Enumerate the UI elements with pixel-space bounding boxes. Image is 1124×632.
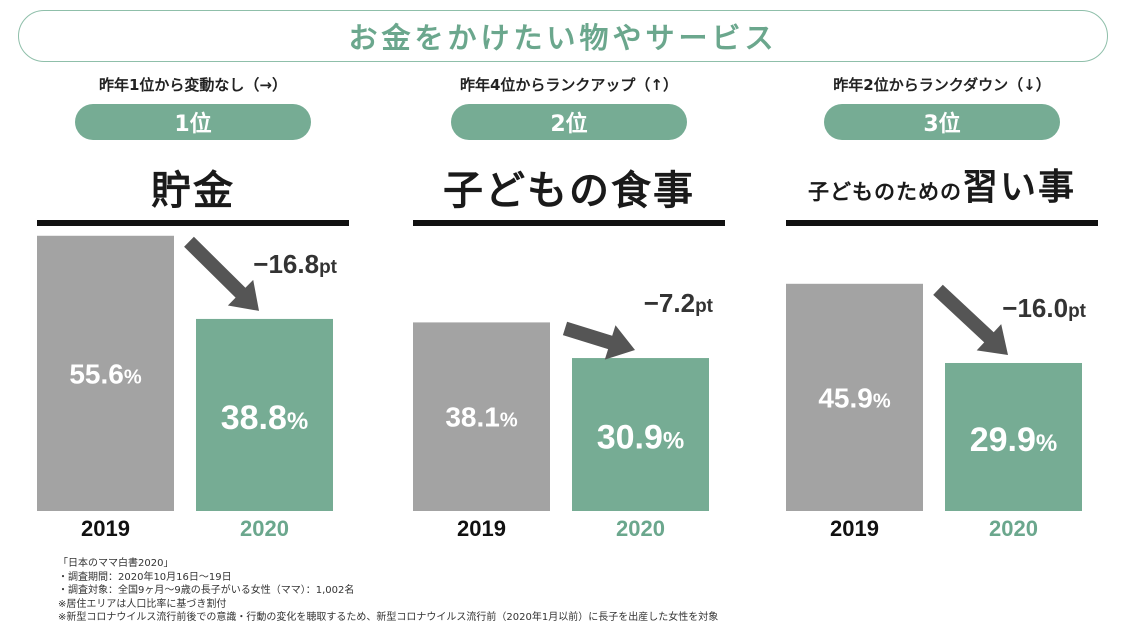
rank-change-note: 昨年2位からランクダウン（↓） <box>833 76 1051 94</box>
divider <box>37 220 349 226</box>
survey-notes: 「日本のママ白書2020」 ・調査期間：2020年10月16日～19日 ・調査対… <box>58 557 718 625</box>
year-label-2020: 2020 <box>616 516 665 541</box>
rank-change-note: 昨年4位からランクアップ（↑） <box>459 76 678 94</box>
decrease-arrow-icon <box>933 284 1008 355</box>
year-label-2019: 2019 <box>81 516 130 541</box>
bar-2019 <box>37 235 174 511</box>
data-label-2019: 55.6% <box>69 358 142 389</box>
data-label-2019: 38.1% <box>445 402 518 433</box>
bar-2020 <box>572 358 709 511</box>
item-name-large: 貯金 <box>151 168 235 214</box>
year-label-2019: 2019 <box>830 516 879 541</box>
rank-change-note: 昨年1位から変動なし（→） <box>98 76 287 94</box>
decrease-arrow-icon <box>184 236 259 311</box>
data-label-2020: 30.9% <box>597 419 685 457</box>
item-name: 子どものための習い事 <box>786 158 1098 210</box>
year-label-2019: 2019 <box>457 516 506 541</box>
note-line: ※新型コロナウイルス流行前後での意識・行動の変化を聴取するため、新型コロナウイル… <box>58 612 719 624</box>
data-label-2020: 38.8% <box>221 399 309 437</box>
bar-2019 <box>413 322 550 511</box>
bar-2019 <box>786 283 923 511</box>
item-name: 子どもの食事 <box>413 158 725 216</box>
note-line: ※居住エリアは人口比率に基づき割付 <box>58 598 227 610</box>
delta-annotation: −16.0pt <box>1002 293 1086 323</box>
rank-badge: 2位 <box>451 104 687 140</box>
page-title: お金をかけたい物やサービス <box>18 10 1108 62</box>
bar-2020 <box>196 318 333 511</box>
delta-annotation: −16.8pt <box>253 249 337 279</box>
item-name-large: 子どもの食事 <box>443 168 695 214</box>
year-label-2020: 2020 <box>989 516 1038 541</box>
data-label-2019: 45.9% <box>818 382 891 413</box>
bar-2020 <box>945 362 1082 511</box>
bar-chart: 55.6% 2019 38.8% 2020 −16.8pt <box>37 235 338 541</box>
note-line: 「日本のママ白書2020」 <box>58 558 174 569</box>
item-name: 貯金 <box>37 158 349 216</box>
note-line: ・調査対象：全国9ヶ月～9歳の長子がいる女性（ママ）：1,002名 <box>58 585 355 597</box>
ranking-panel-3: 昨年2位からランクダウン（↓） 3位 子どものための習い事 45.9% 2019 2… <box>786 70 1098 550</box>
divider <box>413 220 725 226</box>
ranking-panel-2: 昨年4位からランクアップ（↑） 2位 子どもの食事 38.1% 2019 30.9%… <box>413 70 725 550</box>
bar-chart: 45.9% 2019 29.9% 2020 −16.0pt <box>786 283 1087 541</box>
year-label-2020: 2020 <box>240 516 289 541</box>
bar-chart: 38.1% 2019 30.9% 2020 −7.2pt <box>413 288 714 541</box>
data-label-2020: 29.9% <box>970 421 1058 459</box>
note-line: ・調査期間：2020年10月16日～19日 <box>58 571 232 583</box>
item-name-small: 子どものための <box>807 180 962 204</box>
rank-badge: 3位 <box>824 104 1060 140</box>
rank-badge: 1位 <box>75 104 311 140</box>
divider <box>786 220 1098 226</box>
delta-annotation: −7.2pt <box>644 288 714 318</box>
ranking-panel-1: 昨年1位から変動なし（→） 1位 貯金 55.6% 2019 38.8% 2020 −1… <box>37 70 349 550</box>
item-name-large: 習い事 <box>961 167 1076 208</box>
decrease-arrow-icon <box>562 321 635 360</box>
